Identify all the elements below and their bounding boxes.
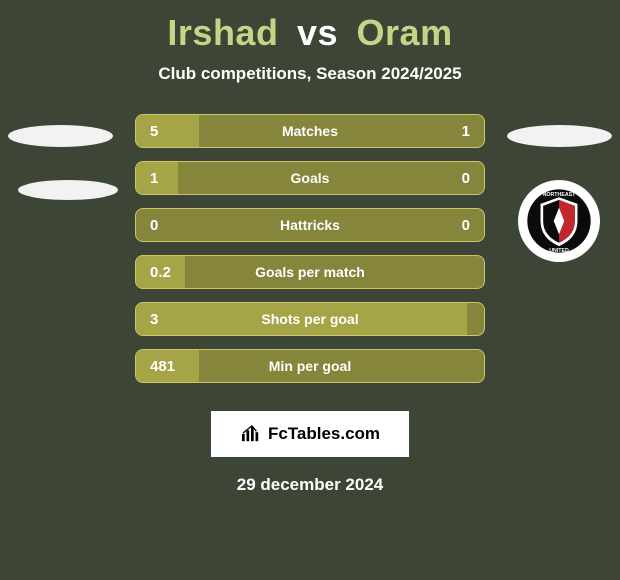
- stat-right-value: 0: [462, 170, 470, 187]
- title-player1: Irshad: [167, 12, 278, 53]
- title-vs: vs: [297, 12, 338, 53]
- svg-text:NORTHEAST: NORTHEAST: [543, 192, 577, 198]
- club-logo: NORTHEAST UNITED: [518, 180, 600, 262]
- stat-row: 481 Min per goal: [135, 349, 485, 383]
- stat-right-value: 0: [462, 217, 470, 234]
- stat-row: 0 Hattricks 0: [135, 208, 485, 242]
- stat-row: 3 Shots per goal: [135, 302, 485, 336]
- barchart-icon: [240, 425, 262, 443]
- stat-label: Shots per goal: [136, 311, 484, 327]
- subtitle: Club competitions, Season 2024/2025: [0, 64, 620, 84]
- stat-row: 1 Goals 0: [135, 161, 485, 195]
- date-text: 29 december 2024: [0, 475, 620, 495]
- stat-row: 0.2 Goals per match: [135, 255, 485, 289]
- shield-icon: NORTHEAST UNITED: [526, 188, 592, 254]
- player2-avatar-top: [507, 125, 612, 147]
- player1-avatar-top: [8, 125, 113, 147]
- title-player2: Oram: [357, 12, 453, 53]
- page-title: Irshad vs Oram: [0, 0, 620, 54]
- svg-text:UNITED: UNITED: [549, 248, 569, 254]
- stat-label: Goals per match: [136, 264, 484, 280]
- stats-container: 5 Matches 1 1 Goals 0 0 Hattricks 0 0.2 …: [135, 114, 485, 383]
- brand-badge: FcTables.com: [211, 411, 409, 457]
- player1-avatar-bottom: [18, 180, 118, 200]
- stat-label: Matches: [136, 123, 484, 139]
- stat-right-value: 1: [462, 123, 470, 140]
- stat-row: 5 Matches 1: [135, 114, 485, 148]
- stat-label: Goals: [136, 170, 484, 186]
- stat-label: Hattricks: [136, 217, 484, 233]
- brand-text: FcTables.com: [268, 424, 380, 444]
- stat-label: Min per goal: [136, 358, 484, 374]
